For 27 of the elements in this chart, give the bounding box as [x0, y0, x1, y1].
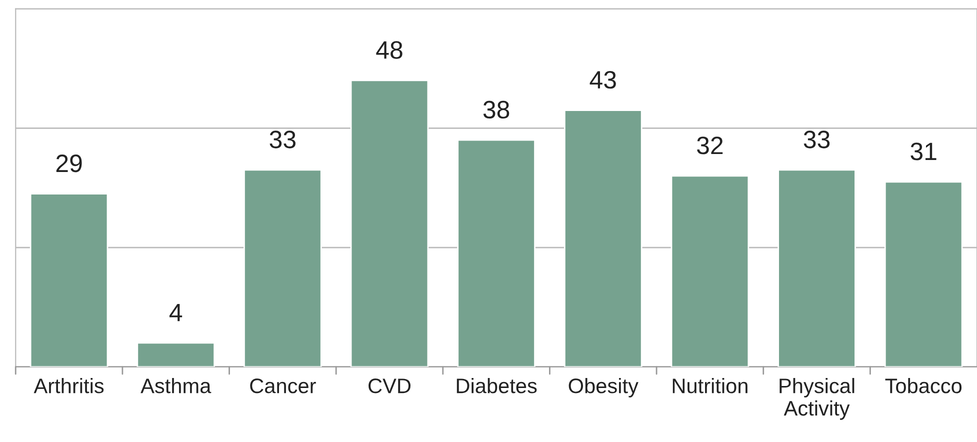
bar — [136, 342, 216, 367]
data-label: 32 — [697, 136, 723, 154]
bar — [30, 193, 108, 367]
bar — [778, 169, 856, 367]
x-tick-label: Cancer — [250, 378, 316, 394]
data-label: 33 — [804, 130, 830, 148]
data-label: 29 — [56, 154, 82, 172]
bar — [457, 139, 536, 367]
x-tick-label: Physical Activity — [780, 378, 854, 420]
x-tick-label: Obesity — [568, 378, 638, 398]
bar — [244, 169, 322, 367]
x-tick-label: Diabetes — [456, 378, 537, 394]
x-tick-label: Arthritis — [34, 378, 104, 394]
x-tick-label: Tobacco — [885, 378, 962, 394]
x-tick-label: CVD — [368, 378, 410, 394]
bar — [350, 80, 429, 367]
bar — [884, 181, 963, 367]
data-label: 33 — [270, 130, 296, 148]
data-label: 38 — [483, 100, 510, 119]
data-label: 43 — [590, 70, 616, 89]
bar — [670, 175, 750, 367]
data-label: 31 — [910, 142, 936, 160]
data-label: 4 — [169, 304, 182, 322]
bar — [564, 110, 642, 367]
x-tick-label: Asthma — [140, 378, 212, 394]
x-tick-label: Nutrition — [672, 378, 748, 394]
data-label: 48 — [376, 41, 402, 59]
